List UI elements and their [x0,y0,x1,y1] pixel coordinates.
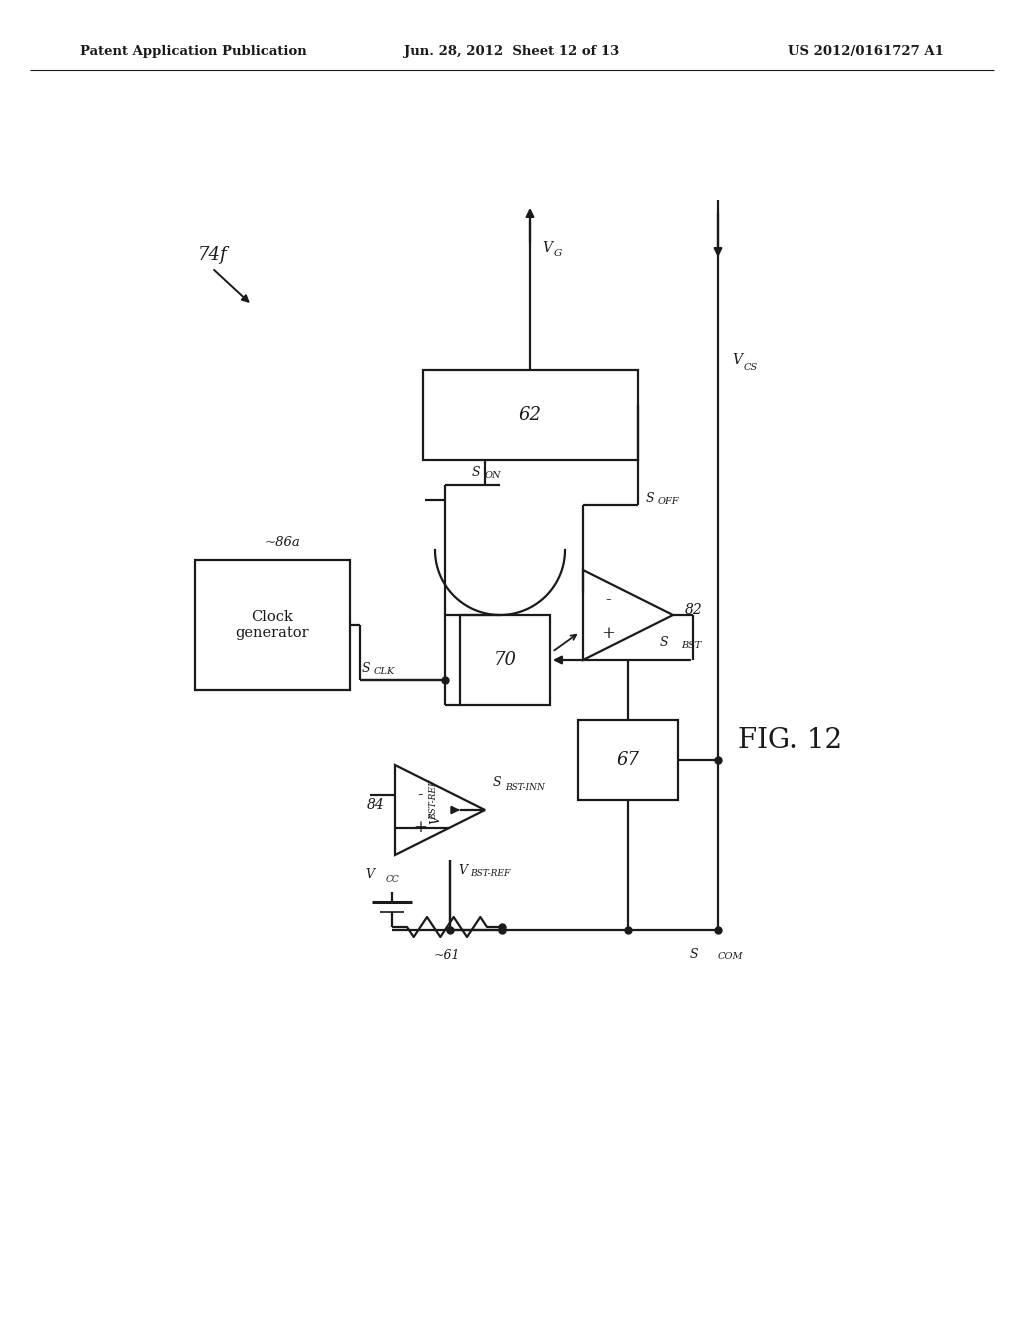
Text: S: S [646,491,654,504]
Text: 82: 82 [685,603,702,616]
Text: +: + [413,820,427,837]
Bar [195,560,350,690]
Text: 62: 62 [518,407,542,424]
Text: COM: COM [718,952,743,961]
Text: Patent Application Publication: Patent Application Publication [80,45,307,58]
Text: ~86a: ~86a [264,536,300,549]
Text: ~61: ~61 [434,949,460,962]
Text: CC: CC [386,874,399,883]
Text: OFF: OFF [658,498,680,507]
Text: US 2012/0161727 A1: US 2012/0161727 A1 [788,45,944,58]
Text: -: - [417,787,423,804]
Text: G: G [554,248,562,257]
Text: CS: CS [744,363,758,371]
Text: BST-INN: BST-INN [505,784,545,792]
Bar [578,719,678,800]
Text: Jun. 28, 2012  Sheet 12 of 13: Jun. 28, 2012 Sheet 12 of 13 [404,45,620,58]
Text: S: S [362,661,371,675]
Text: V: V [458,863,467,876]
Text: CLK: CLK [374,668,395,676]
Text: V: V [542,242,552,255]
Text: S: S [493,776,502,788]
Text: S: S [659,635,668,648]
Text: V: V [365,869,374,882]
Text: +: + [601,624,615,642]
Text: BST: BST [681,642,701,651]
Text: S: S [471,466,480,479]
Text: ON: ON [485,471,502,480]
Text: 67: 67 [616,751,640,770]
Bar [423,370,638,459]
Text: 84: 84 [368,799,385,812]
Text: S: S [689,948,698,961]
Text: FIG. 12: FIG. 12 [738,726,842,754]
Text: -: - [605,591,610,609]
Text: BST-REF: BST-REF [470,869,510,878]
Bar [460,615,550,705]
Text: BST-REF: BST-REF [429,780,438,820]
Text: V: V [732,352,742,367]
Text: V: V [429,816,442,825]
Text: 70: 70 [494,651,516,669]
Text: 74f: 74f [198,246,227,264]
Text: Clock
generator: Clock generator [236,610,309,640]
